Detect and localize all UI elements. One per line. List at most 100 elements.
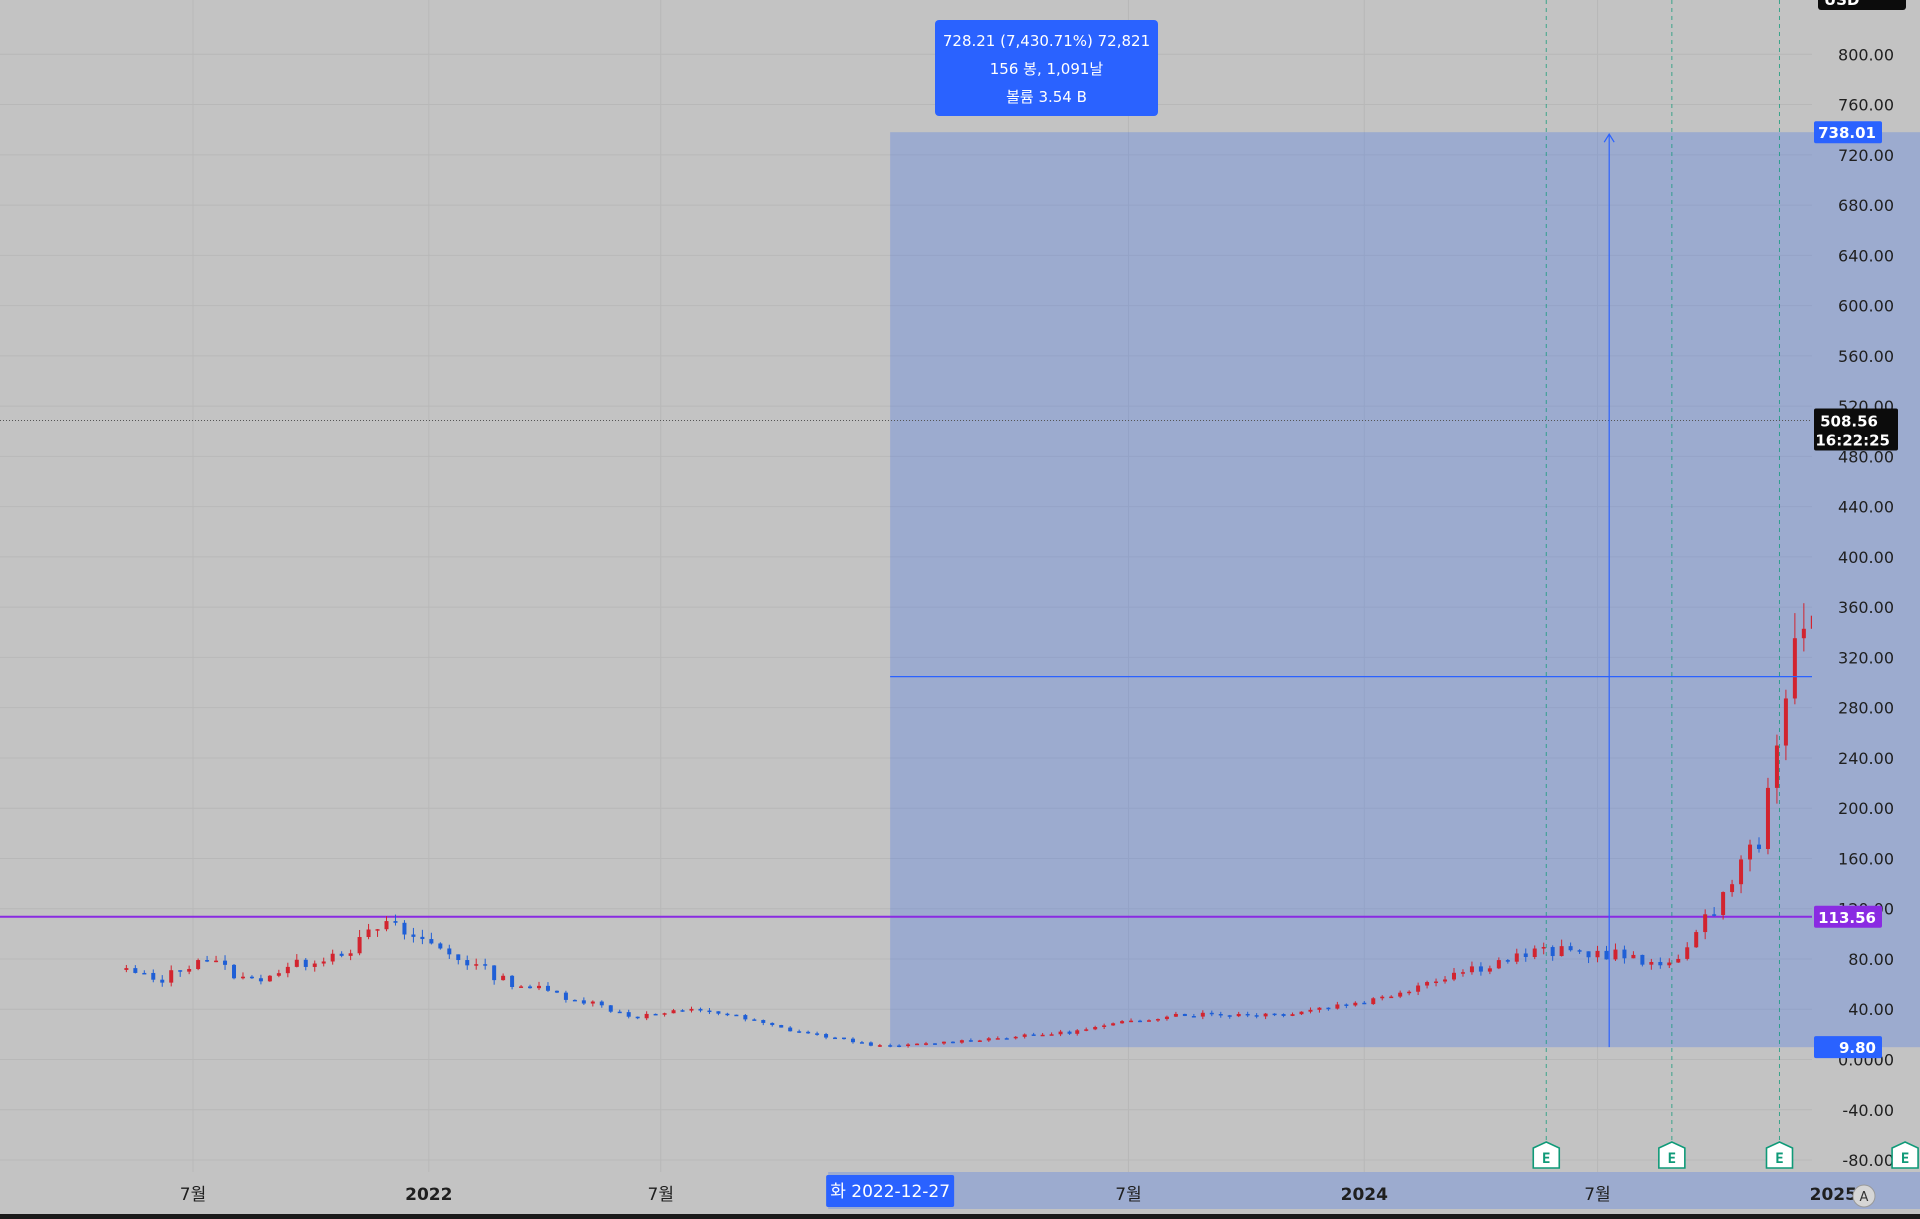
candle-body <box>1478 966 1483 972</box>
candle-body <box>1748 844 1753 860</box>
candle-body <box>1013 1036 1018 1039</box>
candle-body <box>797 1031 802 1033</box>
candle-body <box>366 929 371 938</box>
candle-body <box>941 1041 946 1044</box>
candle-body <box>1084 1029 1089 1031</box>
y-tick-label: 640.00 <box>1838 246 1894 265</box>
candle-body <box>1111 1023 1116 1026</box>
candle-body <box>1487 968 1492 972</box>
candle-body <box>1667 962 1672 966</box>
candle-body <box>662 1013 667 1015</box>
candle-body <box>859 1042 864 1044</box>
candle-body <box>1622 949 1627 959</box>
candle-body <box>1676 958 1681 963</box>
candle-body <box>680 1010 685 1012</box>
candle-body <box>734 1014 739 1017</box>
candle-body <box>752 1019 757 1021</box>
candle-body <box>1801 628 1806 639</box>
candle-body <box>563 992 568 1000</box>
candle-body <box>1694 932 1699 948</box>
price-axis[interactable] <box>1812 0 1920 1172</box>
y-tick-label: 160.00 <box>1838 849 1894 868</box>
candle-body <box>1523 953 1528 958</box>
range-start-date-label <box>826 1175 955 1207</box>
candle-body <box>474 964 479 966</box>
candle-body <box>788 1027 793 1032</box>
candle-body <box>1335 1004 1340 1009</box>
earnings-event-marker[interactable]: E <box>1532 1141 1561 1169</box>
candle-body <box>151 972 156 980</box>
event-badge-shape <box>1891 1141 1919 1169</box>
candle-body <box>1685 947 1690 959</box>
candle-body <box>1416 985 1421 992</box>
candle-body <box>1075 1030 1080 1034</box>
measure-range-area[interactable] <box>890 132 1920 1048</box>
earnings-e-icon: E <box>1775 1151 1783 1167</box>
candle-body <box>1532 948 1537 958</box>
candle-body <box>187 969 192 972</box>
candle-body <box>689 1008 694 1011</box>
candle-body <box>1022 1034 1027 1037</box>
currency-tag[interactable] <box>1818 0 1906 10</box>
candle-body <box>1138 1020 1143 1023</box>
time-axis-range-highlight <box>828 1172 1920 1209</box>
candle-body <box>617 1011 622 1014</box>
candle-body <box>249 976 254 979</box>
candle-body <box>1469 966 1474 973</box>
candle-body <box>1371 998 1376 1005</box>
earnings-e-icon: E <box>1668 1151 1676 1167</box>
candle-body <box>285 966 290 974</box>
candle-body <box>653 1013 658 1016</box>
earnings-event-marker[interactable]: E <box>1765 1141 1794 1169</box>
candle-body <box>276 973 281 976</box>
earnings-event-marker[interactable]: E <box>1891 1141 1919 1169</box>
candle-body <box>1245 1013 1250 1016</box>
candle-body <box>339 953 344 956</box>
candle-body <box>977 1040 982 1042</box>
candle-body <box>1631 954 1636 959</box>
y-tick-label: 760.00 <box>1838 96 1894 115</box>
candle-body <box>950 1041 955 1044</box>
candle-body <box>1040 1034 1045 1037</box>
candle-body <box>214 960 219 963</box>
candle-body <box>447 948 452 955</box>
y-tick-label: 480.00 <box>1838 447 1894 466</box>
candle-body <box>1559 946 1564 957</box>
candle-body <box>393 921 398 923</box>
x-tick-label: 7월 <box>1584 1185 1610 1205</box>
measure-arrow-up-icon <box>1603 133 1615 143</box>
earnings-e-icon: E <box>1542 1151 1550 1167</box>
candle-body <box>842 1037 847 1040</box>
candle-body <box>581 1000 586 1004</box>
candle-body <box>671 1010 676 1014</box>
candle-body <box>1272 1013 1277 1016</box>
candle-body <box>1443 979 1448 982</box>
y-tick-label: 400.00 <box>1838 548 1894 567</box>
candle-body <box>1568 946 1573 951</box>
candle-body <box>833 1037 838 1040</box>
candle-body <box>169 970 174 983</box>
event-badge-shape <box>1532 1141 1561 1169</box>
event-badge-shape <box>1658 1141 1686 1169</box>
candle-body <box>707 1010 712 1013</box>
auto-scale-button[interactable] <box>1852 1184 1876 1208</box>
candle-body <box>133 968 138 973</box>
candle-body <box>1254 1015 1259 1017</box>
candle-body <box>402 922 407 935</box>
earnings-event-marker[interactable]: E <box>1658 1141 1686 1169</box>
candle-body <box>1739 859 1744 885</box>
x-tick-label: 2025 <box>1810 1185 1857 1205</box>
candle-body <box>240 976 245 979</box>
x-tick-label: 2024 <box>1341 1185 1388 1205</box>
price-axis-range-highlight <box>1812 132 1920 1048</box>
candle-body <box>1712 914 1717 916</box>
candle-body <box>906 1044 911 1047</box>
candle-body <box>1164 1016 1169 1020</box>
candle-body <box>1173 1013 1178 1017</box>
candle-body <box>456 954 461 961</box>
candle-body <box>815 1033 820 1035</box>
candle-body <box>1299 1011 1304 1015</box>
candle-body <box>868 1042 873 1046</box>
